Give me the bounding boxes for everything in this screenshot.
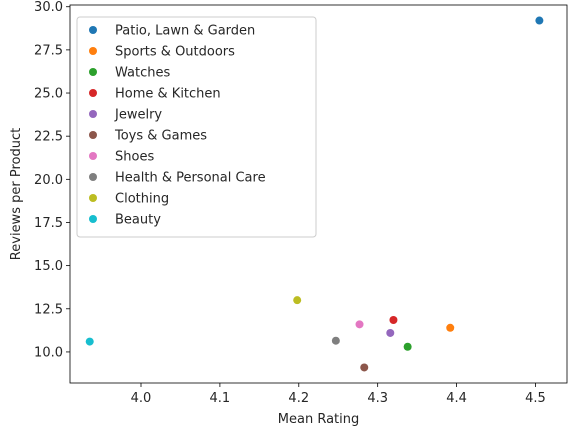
- data-point: [403, 342, 412, 351]
- data-point: [386, 328, 395, 337]
- y-tick-label: 15.0: [34, 259, 63, 274]
- legend-marker: [89, 47, 97, 55]
- legend-frame: [76, 16, 317, 238]
- x-tick-label: 4.3: [367, 391, 388, 406]
- y-tick-label: 17.5: [34, 216, 63, 231]
- legend: Patio, Lawn & Garden Sports & Outdoors Wat…: [76, 16, 317, 238]
- data-point: [535, 16, 544, 25]
- data-point: [293, 296, 302, 305]
- y-axis-label: Reviews per Product: [9, 128, 24, 260]
- x-tick-label: 4.0: [131, 391, 152, 406]
- legend-entry: Shoes: [115, 150, 154, 165]
- x-tick-label: 4.4: [446, 391, 467, 406]
- legend-marker: [89, 173, 97, 181]
- y-tick-label: 20.0: [34, 173, 63, 188]
- data-point: [331, 336, 340, 345]
- y-tick-label: 12.5: [34, 302, 63, 317]
- x-axis-ticks: 4.0 4.1 4.2 4.3 4.4 4.5: [131, 383, 546, 406]
- y-tick-label: 22.5: [34, 130, 63, 145]
- x-axis-label: Mean Rating: [278, 412, 359, 427]
- legend-marker: [89, 110, 97, 118]
- y-tick-label: 25.0: [34, 87, 63, 102]
- data-point: [85, 337, 94, 346]
- legend-entry: Watches: [115, 66, 170, 81]
- legend-marker: [89, 68, 97, 76]
- legend-marker: [89, 152, 97, 160]
- plot-frame: [69, 4, 568, 384]
- legend-marker: [89, 131, 97, 139]
- x-tick-label: 4.1: [210, 391, 231, 406]
- legend-entry: Beauty: [115, 213, 161, 228]
- data-point: [389, 316, 398, 324]
- data-point: [360, 363, 369, 372]
- legend-marker: [89, 26, 97, 34]
- legend-marker: [89, 194, 97, 202]
- x-tick-label: 4.5: [525, 391, 546, 406]
- y-tick-label: 27.5: [34, 43, 63, 58]
- legend-entry: Clothing: [115, 192, 169, 207]
- legend-marker: [89, 215, 97, 223]
- y-axis-ticks: 10.0 12.5 15.0 17.5 20.0 22.5 25.0 27.5 30.0: [34, 0, 70, 360]
- legend-marker: [89, 89, 97, 97]
- y-tick-label: 30.0: [34, 0, 63, 15]
- legend-entry: Toys & Games: [114, 129, 207, 144]
- legend-entry: Jewelry: [114, 108, 162, 123]
- data-points: [85, 16, 544, 372]
- legend-entry: Health & Personal Care: [115, 171, 266, 186]
- x-tick-label: 4.2: [288, 391, 309, 406]
- legend-entry: Home & Kitchen: [115, 87, 221, 102]
- data-point: [446, 323, 455, 332]
- y-tick-label: 10.0: [34, 345, 63, 360]
- legend-entry: Patio, Lawn & Garden: [115, 24, 255, 39]
- data-point: [355, 320, 364, 329]
- legend-entry: Sports & Outdoors: [115, 45, 235, 60]
